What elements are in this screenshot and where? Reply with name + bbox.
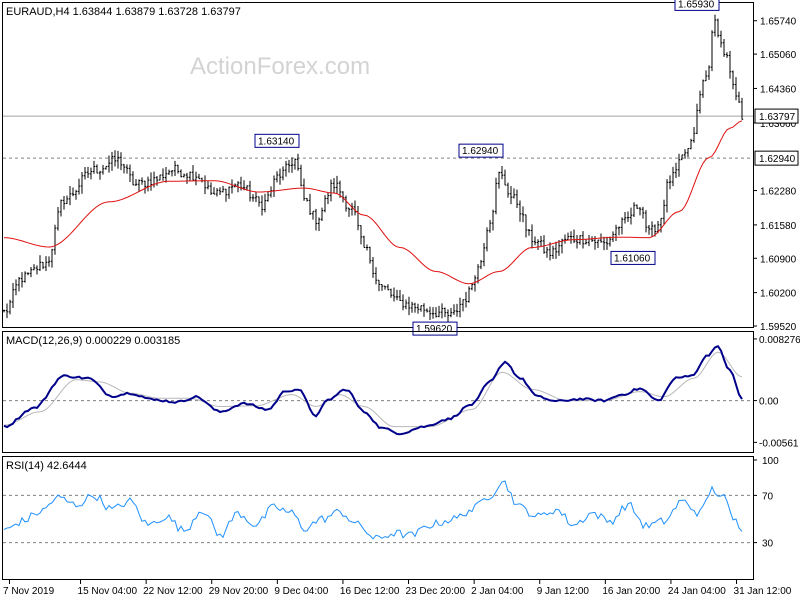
price-annotation-label: 1.62940 — [462, 146, 499, 157]
macd-axis-label: 0.008276 — [759, 335, 800, 346]
time-axis-label: 29 Nov 20:00 — [209, 586, 269, 597]
time-axis-label: 16 Jan 20:00 — [602, 586, 660, 597]
time-axis-label: 15 Nov 04:00 — [78, 586, 138, 597]
macd-header: MACD(12,26,9) 0.000229 0.003185 — [6, 335, 180, 347]
time-axis-label: 24 Jan 04:00 — [668, 586, 726, 597]
time-axis-label: 23 Dec 20:00 — [406, 586, 466, 597]
price-axis-label: 1.64360 — [760, 84, 797, 95]
price-axis-label: 1.60200 — [760, 289, 797, 300]
macd-axis-label: -0.00561 — [759, 438, 799, 449]
moving-average-line — [3, 120, 743, 285]
macd-line — [3, 344, 743, 436]
price-annotation-label: 1.65930 — [678, 0, 715, 10]
macd-pane — [2, 331, 754, 453]
symbol-header: EURAUD,H4 1.63844 1.63879 1.63728 1.6379… — [6, 6, 241, 18]
current-price-label: 1.63797 — [759, 112, 796, 123]
rsi-line — [3, 480, 743, 540]
price-axis-label: 1.62280 — [760, 187, 797, 198]
rsi-header: RSI(14) 42.6444 — [6, 460, 87, 472]
rsi-axis-label: 30 — [762, 539, 774, 550]
price-axis-label: 1.60900 — [760, 254, 797, 265]
level-price-label: 1.62940 — [759, 154, 796, 165]
current-price-label-box — [754, 108, 799, 124]
price-axis-label: 1.61580 — [760, 221, 797, 232]
time-axis-label: 16 Dec 12:00 — [340, 586, 400, 597]
price-annotation-label: 1.63140 — [258, 136, 295, 147]
price-axis-label: 1.59520 — [760, 322, 797, 333]
price-pane — [2, 2, 754, 328]
rsi-axis-label: 70 — [762, 491, 774, 502]
price-axis-label: 1.63660 — [760, 119, 797, 130]
watermark: ActionForex.com — [190, 53, 370, 80]
price-annotation-label: 1.59620 — [416, 324, 453, 335]
time-axis-label: 7 Nov 2019 — [3, 586, 55, 597]
level-price-label-box — [754, 150, 799, 166]
price-axis-label: 1.65740 — [760, 17, 797, 28]
rsi-axis-label: 100 — [762, 456, 779, 467]
price-axis-label: 1.65060 — [760, 50, 797, 61]
rsi-pane — [2, 456, 754, 580]
time-axis-label: 2 Jan 04:00 — [471, 586, 524, 597]
macd-axis-label: 0.00 — [759, 397, 779, 408]
time-axis-label: 9 Dec 04:00 — [274, 586, 328, 597]
time-axis-label: 9 Jan 12:00 — [537, 586, 590, 597]
price-annotation-label: 1.61060 — [614, 253, 651, 264]
time-axis-label: 31 Jan 12:00 — [734, 586, 792, 597]
time-axis-label: 22 Nov 12:00 — [143, 586, 203, 597]
